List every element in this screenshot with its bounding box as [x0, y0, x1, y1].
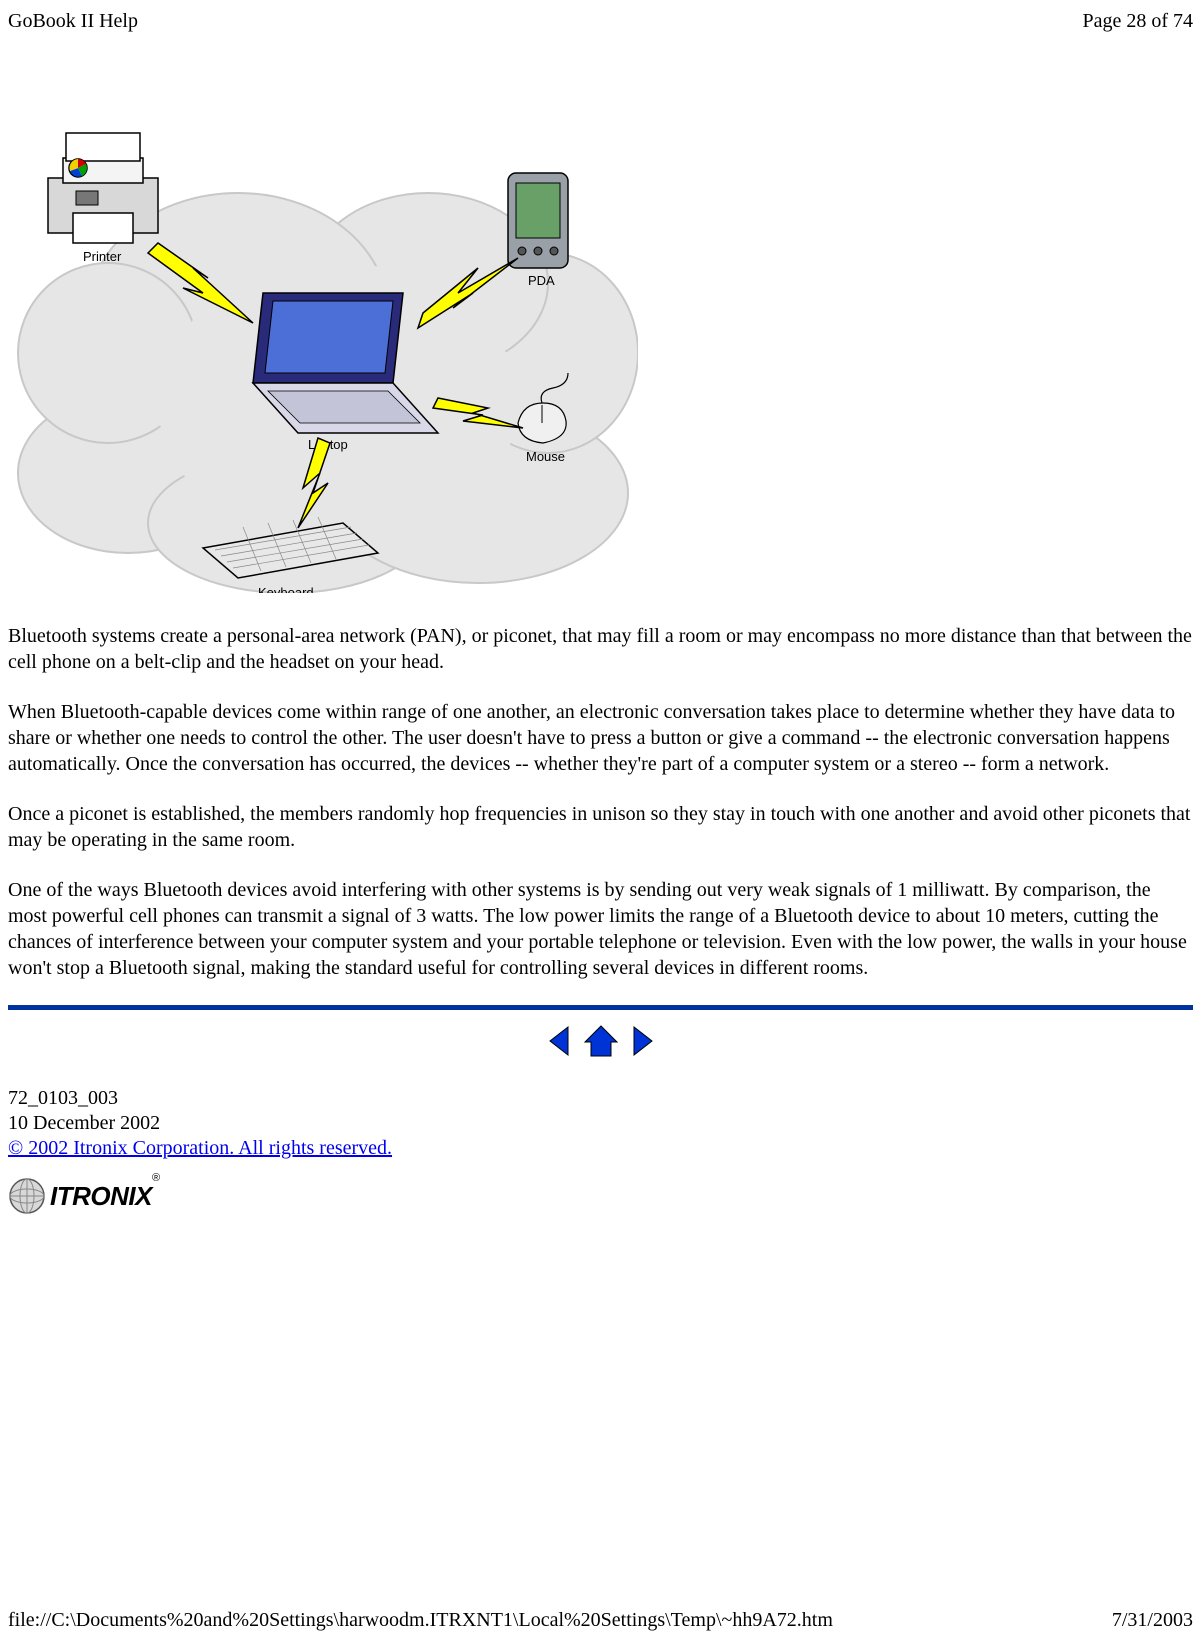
logo-text: ITRONIX	[50, 1181, 152, 1211]
paragraph-3: Once a piconet is established, the membe…	[8, 801, 1193, 853]
mouse-label: Mouse	[526, 449, 565, 464]
bluetooth-pan-diagram: Printer PDA Laptop Mouse	[8, 93, 638, 593]
globe-icon	[8, 1177, 46, 1215]
doc-id: 72_0103_003	[8, 1086, 1193, 1111]
itronix-logo: ITRONIX®	[8, 1177, 1193, 1215]
logo-registered: ®	[152, 1172, 160, 1184]
separator-rule	[8, 1005, 1193, 1010]
body-text: Bluetooth systems create a personal-area…	[8, 623, 1193, 981]
printer-label: Printer	[83, 249, 122, 264]
nav-next-icon[interactable]	[630, 1024, 656, 1058]
help-title: GoBook II Help	[8, 10, 138, 33]
page-footer: file://C:\Documents%20and%20Settings\har…	[8, 1609, 1193, 1632]
page-indicator: Page 28 of 74	[1082, 10, 1193, 33]
page-header: GoBook II Help Page 28 of 74	[8, 10, 1193, 33]
nav-home-icon[interactable]	[581, 1024, 621, 1058]
paragraph-4: One of the ways Bluetooth devices avoid …	[8, 877, 1193, 981]
nav-prev-icon[interactable]	[546, 1024, 572, 1058]
footer-block: 72_0103_003 10 December 2002 © 2002 Itro…	[8, 1086, 1193, 1215]
file-path: file://C:\Documents%20and%20Settings\har…	[8, 1609, 833, 1632]
copyright-link[interactable]: © 2002 Itronix Corporation. All rights r…	[8, 1137, 392, 1159]
pda-label: PDA	[528, 273, 555, 288]
paragraph-1: Bluetooth systems create a personal-area…	[8, 623, 1193, 675]
keyboard-label: Keyboard	[258, 585, 314, 593]
paragraph-2: When Bluetooth-capable devices come with…	[8, 699, 1193, 777]
nav-icon-row	[8, 1024, 1193, 1058]
file-date: 7/31/2003	[1112, 1609, 1193, 1632]
doc-date: 10 December 2002	[8, 1111, 1193, 1136]
